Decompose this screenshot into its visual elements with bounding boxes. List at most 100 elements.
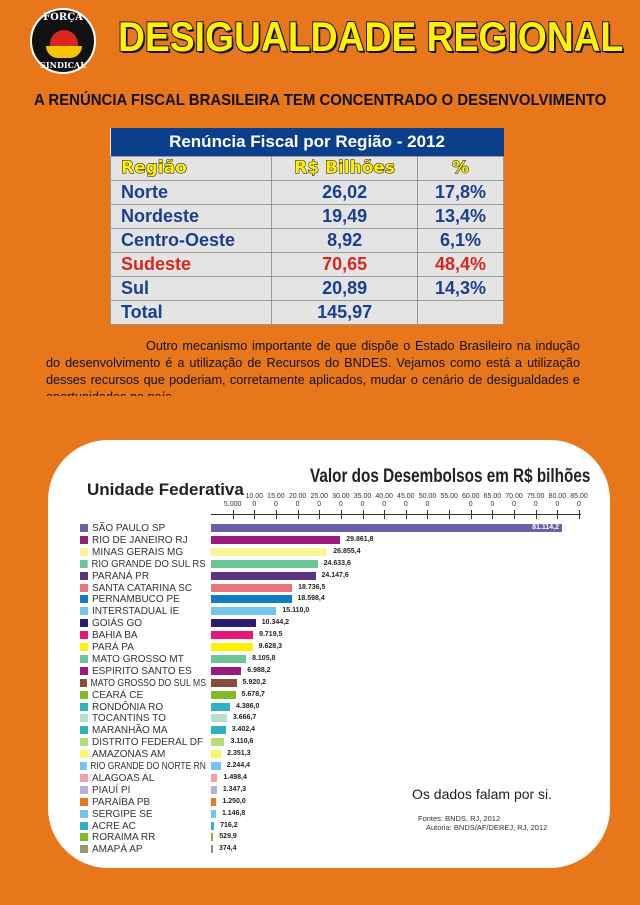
chart-panel	[48, 440, 610, 868]
legend-swatch	[80, 619, 88, 628]
x-tick-label: 45.000	[397, 493, 415, 508]
cell: Total	[109, 299, 273, 325]
x-tick	[492, 510, 494, 519]
cell: 145,97	[271, 299, 418, 325]
forca-sindical-logo: FORÇA SINDICAL	[30, 8, 96, 74]
legend-swatch	[80, 702, 88, 711]
legend-item: MATO GROSSO MT	[80, 654, 184, 665]
legend-label: PERNAMBUCO PE	[92, 594, 180, 606]
legend-label: CEARÁ CE	[92, 689, 144, 701]
legend-swatch	[80, 559, 88, 568]
table-row: Nordeste 19,49 13,4%	[109, 203, 505, 229]
legend-swatch	[80, 643, 88, 651]
bar-value-label: 374,4	[219, 845, 237, 853]
bar	[211, 738, 225, 747]
legend-swatch	[80, 690, 88, 699]
x-tick	[254, 510, 256, 519]
legend-item: GOIÁS GO	[80, 619, 142, 629]
bar	[211, 690, 236, 699]
bar-value-label: 6.988,2	[247, 666, 271, 674]
bar-value-label: 24.147,6	[321, 571, 349, 579]
x-tick	[297, 510, 299, 519]
legend-label: PARAÍBA PB	[92, 796, 151, 808]
cell: 20,89	[271, 275, 418, 301]
bar	[211, 678, 237, 687]
legend-swatch	[80, 607, 88, 616]
table-caption: Renúncia Fiscal por Região - 2012	[110, 128, 504, 156]
legend-swatch	[80, 845, 88, 854]
bar-value-label: 5.920,2	[242, 678, 266, 686]
x-tick-label: 25.000	[310, 493, 328, 508]
cell: 13,4%	[416, 203, 505, 229]
legend-item: ALAGOAS AL	[80, 773, 154, 784]
legend-item: DISTRITO FEDERAL DF	[80, 738, 203, 748]
x-tick-label: 5.000	[223, 501, 242, 508]
x-tick	[405, 510, 407, 519]
legend-item: ESPIRITO SANTO ES	[80, 665, 192, 677]
legend-label: SANTA CATARINA SC	[92, 582, 193, 594]
legend-label: ACRE AC	[92, 820, 136, 832]
legend-item: PIAUÍ PI	[80, 785, 130, 796]
bar	[211, 809, 216, 818]
bar-value-label: 1.146,8	[221, 809, 246, 817]
legend-swatch	[80, 809, 88, 818]
cell: 19,49	[271, 203, 418, 229]
bar-value-label: 3.402,4	[231, 726, 256, 734]
bar-value-label: 9.719,5	[259, 631, 283, 639]
legend-swatch	[80, 678, 87, 687]
legend-item: RIO GRANDE DO SUL RS	[80, 558, 206, 570]
cell: Centro-Oeste	[109, 227, 273, 253]
legend-item: CEARÁ CE	[80, 689, 144, 701]
legend-label: ESPIRITO SANTO ES	[92, 665, 192, 677]
bar-value-label: 24.633,6	[323, 559, 351, 567]
x-tick-label: 65.000	[483, 493, 502, 508]
legend-item: RONDÔNIA RO	[80, 701, 164, 713]
x-tick	[427, 510, 429, 519]
legend-item: RIO GRANDE DO NORTE RN	[80, 762, 206, 772]
chart-title: Valor dos Desembolsos em R$ bilhões	[310, 466, 591, 487]
legend-label: INTERSTADUAL IE	[92, 606, 180, 618]
legend-swatch	[80, 833, 88, 842]
legend-item: AMAPÁ AP	[80, 845, 143, 855]
bar	[211, 559, 318, 568]
legend-label: AMAZONAS AM	[92, 749, 166, 761]
legend-label: RONDÔNIA RO	[92, 701, 164, 713]
logo-text-bottom: SINDICAL	[40, 60, 86, 70]
bar-value-label: 5.678,7	[241, 690, 265, 698]
x-tick	[449, 510, 451, 519]
x-tick-label: 15.000	[267, 493, 285, 508]
x-tick	[275, 510, 277, 519]
legend-swatch	[80, 535, 88, 544]
legend-item: BAHIA BA	[80, 631, 138, 641]
legend-label: PARÁ PA	[92, 642, 134, 653]
x-tick	[470, 510, 472, 519]
legend-label: MATO GROSSO DO SUL MS	[90, 677, 207, 689]
bar-value-label: 4.386,0	[235, 702, 260, 710]
legend-item: INTERSTADUAL IE	[80, 607, 179, 617]
bar-value-label: 29.861,8	[346, 535, 374, 543]
legend-label: RIO GRANDE DO SUL RS	[91, 558, 206, 570]
x-tick-label: 70.000	[505, 493, 523, 508]
bar	[211, 702, 230, 711]
legend-swatch	[80, 773, 88, 782]
x-tick-label: 75.000	[526, 493, 545, 508]
legend-label: SERGIPE SE	[92, 808, 153, 820]
x-tick	[514, 510, 516, 519]
flower-icon	[46, 46, 82, 58]
bar	[211, 631, 254, 640]
legend-swatch	[80, 595, 88, 604]
bar	[211, 785, 217, 794]
legend-label: MINAS GERAIS MG	[92, 546, 184, 558]
column-header: Região	[109, 155, 273, 181]
legend-item: RORAIMA RR	[80, 833, 155, 843]
bar	[211, 750, 222, 759]
legend-item: MINAS GERAIS MG	[80, 546, 184, 558]
legend-swatch	[80, 583, 88, 592]
legend-item: PARANÁ PR	[80, 571, 149, 582]
bar-value-label: 1.250,0	[222, 797, 246, 805]
x-tick-label: 40.000	[375, 493, 393, 508]
legend-label: SÃO PAULO SP	[92, 523, 166, 534]
cell: 14,3%	[416, 275, 505, 301]
x-tick-label: 30.000	[332, 493, 350, 508]
legend-item: AMAZONAS AM	[80, 750, 165, 760]
